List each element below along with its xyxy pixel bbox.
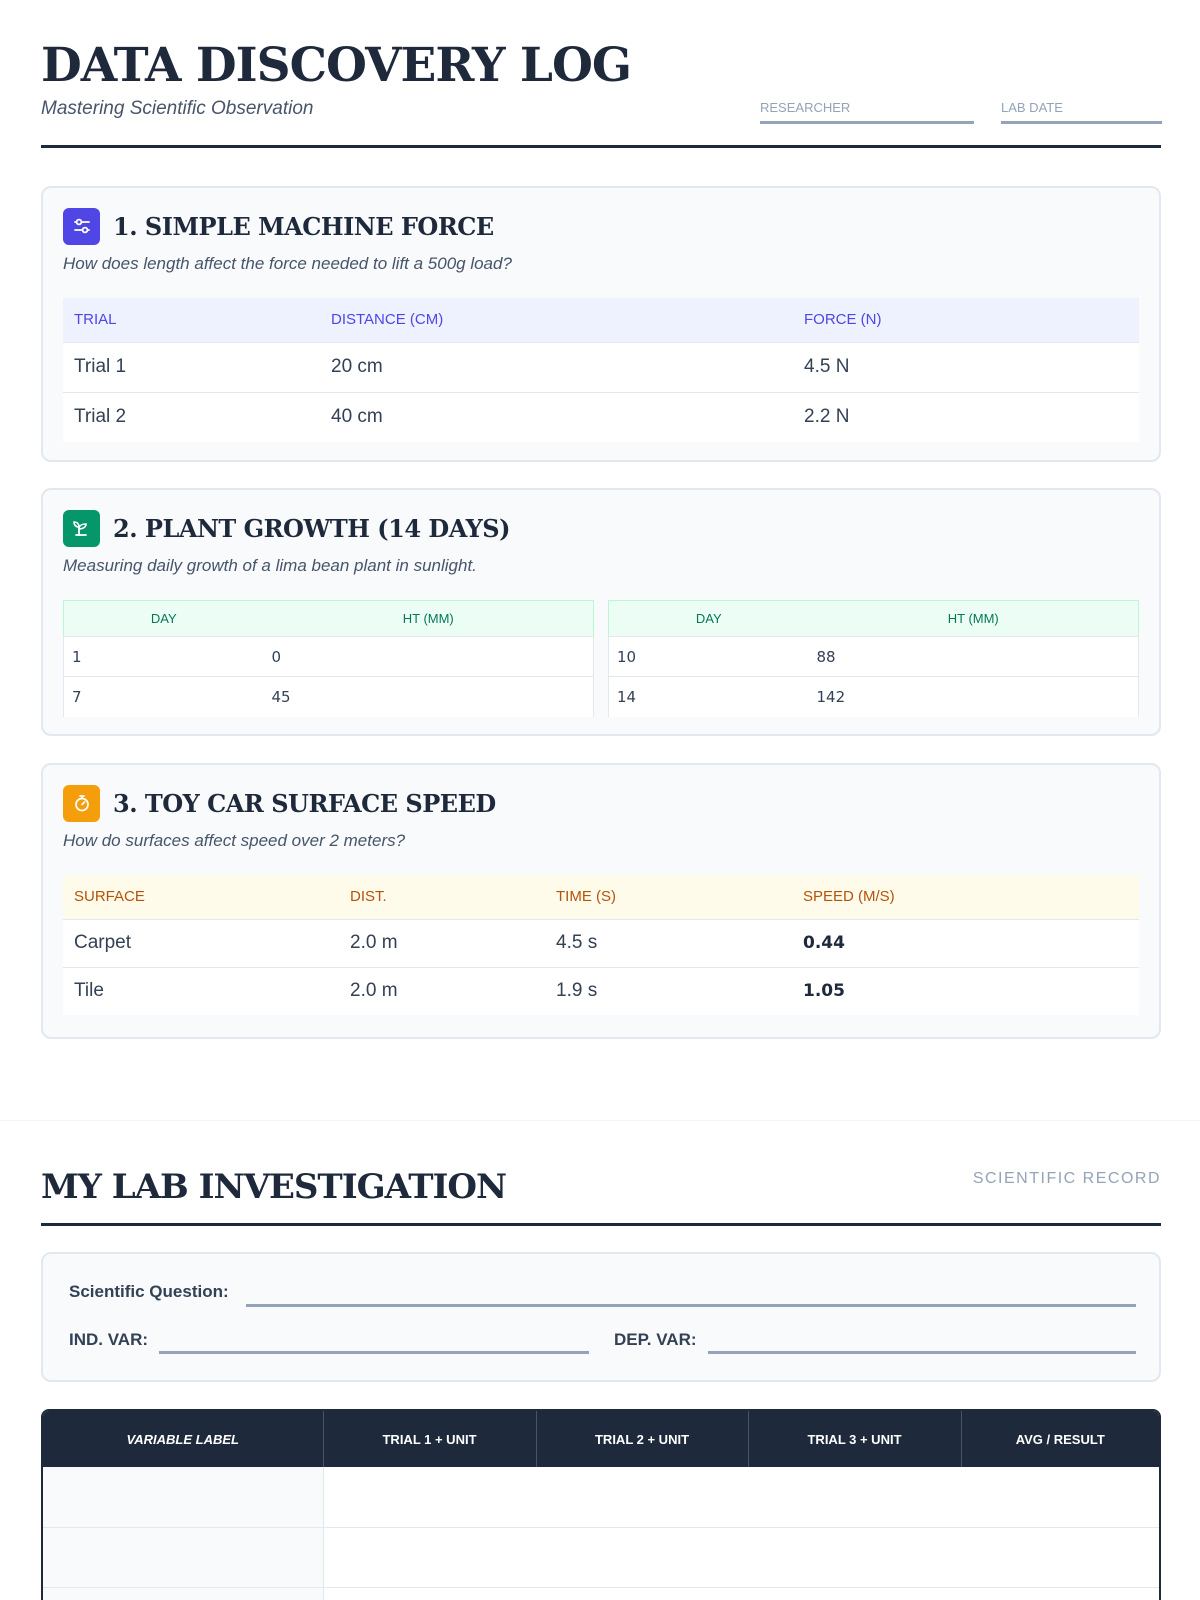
table-header-row: DAY HT (MM) [608,600,1139,637]
researcher-label: RESEARCHER [760,100,851,115]
investigation-setup-card: Scientific Question: IND. VAR: DEP. VAR: [41,1252,1161,1382]
machine-table: TRIAL DISTANCE (CM) FORCE (N) Trial 1 20… [63,298,1139,442]
speed-cell: 0.44 [792,918,1139,967]
data-entry-cell[interactable] [323,1467,1159,1528]
data-entry-cell[interactable] [323,1587,1159,1600]
column-header: HT (MM) [402,611,454,626]
plant-growth-card: 2. PLANT GROWTH (14 DAYS) Measuring dail… [41,488,1161,736]
column-header: HT (MM) [947,611,999,626]
log-header: DATA DISCOVERY LOG Mastering Scientific … [41,38,1162,148]
table-cell: 0 [263,636,594,677]
column-header: TRIAL [74,311,117,329]
table-cell: 2.2 N [793,391,1139,442]
column-header: VARIABLE LABEL [43,1411,324,1467]
speed-cell: 1.05 [792,966,1139,1015]
table-row: 1 0 [63,636,594,677]
column-header: SPEED (M/S) [803,888,895,906]
table-row: 7 45 [63,676,594,717]
column-header: SURFACE [74,888,145,906]
column-header: TRIAL 1 + UNIT [323,1411,537,1467]
variable-label-cell[interactable] [43,1587,324,1600]
table-cell: 20 cm [320,341,793,392]
lab-date-label: LAB DATE [1001,100,1063,115]
table-row: 10 88 [608,636,1139,677]
sprout-icon [63,509,100,547]
table-cell: 14 [608,676,809,717]
lab-header: MY LAB INVESTIGATION SCIENTIFIC RECORD [41,1160,1161,1226]
ind-var-label: IND. VAR: [69,1330,149,1349]
table-cell: Trial 1 [63,341,320,392]
table-row [43,1587,1159,1600]
column-header: TRIAL 2 + UNIT [536,1411,749,1467]
page-title: DATA DISCOVERY LOG [41,38,632,93]
column-header: TRIAL 3 + UNIT [748,1411,962,1467]
scientific-record-tag: SCIENTIFIC RECORD [972,1170,1161,1187]
table-header-row: SURFACE DIST. TIME (S) SPEED (M/S) [63,875,1139,919]
table-cell: 88 [808,636,1139,677]
ind-var-field[interactable] [159,1351,589,1354]
machine-force-card: 1. SIMPLE MACHINE FORCE How does length … [41,186,1161,462]
table-row [43,1467,1159,1528]
page-divider [0,1120,1200,1121]
plant-card-header: 2. PLANT GROWTH (14 DAYS) [63,509,510,547]
table-cell: 4.5 N [793,341,1139,392]
table-header-row: DAY HT (MM) [63,600,594,637]
table-header-row: VARIABLE LABEL TRIAL 1 + UNIT TRIAL 2 + … [43,1411,1159,1467]
table-cell: 10 [608,636,809,677]
car-speed-card: 3. TOY CAR SURFACE SPEED How do surfaces… [41,763,1161,1039]
scientific-question-label: Scientific Question: [69,1282,229,1301]
plant-table-left: DAY HT (MM) 1 0 7 45 [63,600,594,717]
table-cell: 4.5 s [545,918,792,967]
lab-title: MY LAB INVESTIGATION [41,1167,507,1207]
table-cell: 45 [263,676,594,717]
table-cell: 7 [63,676,264,717]
table-cell: 2.0 m [339,966,545,1015]
column-header: DAY [695,611,722,626]
car-question: How do surfaces affect speed over 2 mete… [63,831,406,850]
table-cell: Carpet [63,918,339,967]
machine-card-header: 1. SIMPLE MACHINE FORCE [63,207,494,245]
data-entry-cell[interactable] [323,1527,1159,1588]
table-row: Tile 2.0 m 1.9 s 1.05 [63,966,1139,1015]
table-row [43,1527,1159,1588]
table-row: Trial 1 20 cm 4.5 N [63,341,1139,392]
column-header: DIST. [350,888,387,906]
dep-var-label: DEP. VAR: [614,1330,697,1349]
plant-question: Measuring daily growth of a lima bean pl… [63,556,477,575]
machine-card-title: 1. SIMPLE MACHINE FORCE [113,211,494,241]
car-card-title: 3. TOY CAR SURFACE SPEED [113,788,496,818]
table-cell: 1 [63,636,264,677]
investigation-data-table: VARIABLE LABEL TRIAL 1 + UNIT TRIAL 2 + … [41,1409,1161,1600]
table-row: Carpet 2.0 m 4.5 s 0.44 [63,918,1139,967]
dep-var-field[interactable] [708,1351,1136,1354]
table-cell: Trial 2 [63,391,320,442]
table-cell: 40 cm [320,391,793,442]
machine-question: How does length affect the force needed … [63,254,512,273]
plant-card-title: 2. PLANT GROWTH (14 DAYS) [113,513,510,543]
column-header: FORCE (N) [804,311,882,329]
page-subtitle: Mastering Scientific Observation [41,98,314,119]
table-row: Trial 2 40 cm 2.2 N [63,391,1139,442]
column-header: DISTANCE (CM) [331,311,444,329]
table-cell: 1.9 s [545,966,792,1015]
lab-date-field[interactable]: LAB DATE [1001,100,1162,124]
researcher-field[interactable]: RESEARCHER [760,100,974,124]
column-header: TIME (S) [556,888,616,906]
column-header: AVG / RESULT [961,1411,1159,1467]
car-card-header: 3. TOY CAR SURFACE SPEED [63,784,496,822]
car-table: SURFACE DIST. TIME (S) SPEED (M/S) Carpe… [63,875,1139,1015]
column-header: DAY [150,611,177,626]
table-cell: 142 [808,676,1139,717]
table-cell: 2.0 m [339,918,545,967]
table-header-row: TRIAL DISTANCE (CM) FORCE (N) [63,298,1139,342]
table-row: 14 142 [608,676,1139,717]
variable-label-cell[interactable] [43,1467,324,1528]
variable-label-cell[interactable] [43,1527,324,1588]
sliders-icon [63,207,100,245]
scientific-question-field[interactable] [246,1304,1136,1307]
stopwatch-icon [63,784,100,822]
table-cell: Tile [63,966,339,1015]
plant-table-right: DAY HT (MM) 10 88 14 142 [608,600,1139,717]
